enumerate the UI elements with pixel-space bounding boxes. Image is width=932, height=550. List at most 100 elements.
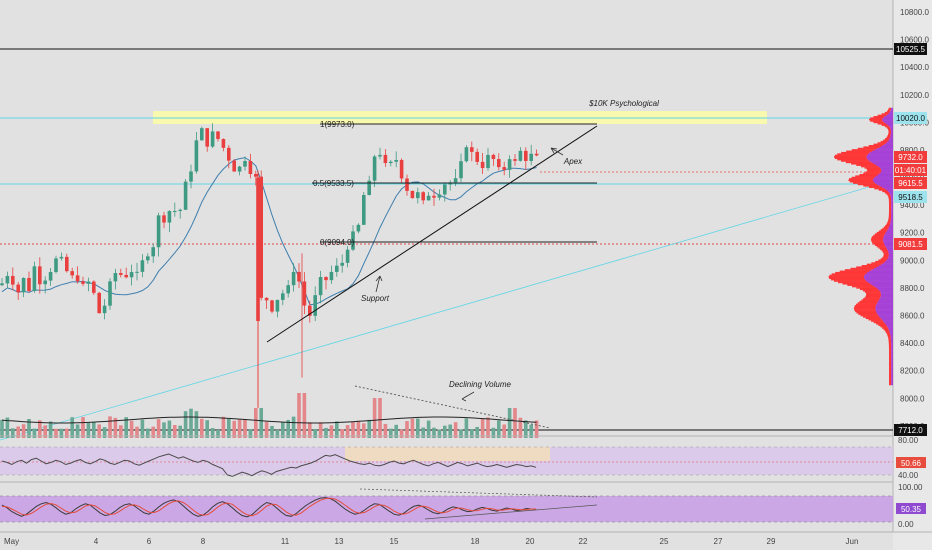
profile-bar-purple bbox=[891, 340, 893, 343]
profile-bar-red bbox=[887, 222, 891, 224]
profile-bar-purple bbox=[889, 125, 893, 128]
profile-bar-purple bbox=[885, 245, 893, 248]
profile-bar-purple bbox=[888, 227, 893, 230]
candle-body bbox=[480, 161, 485, 169]
profile-bar-red bbox=[886, 127, 891, 129]
volume-bar bbox=[534, 420, 539, 438]
profile-bar-red bbox=[883, 253, 889, 256]
candle-body bbox=[81, 281, 85, 284]
profile-bar-red bbox=[880, 248, 888, 251]
time-tick: 15 bbox=[390, 537, 399, 546]
profile-bar-purple bbox=[890, 132, 893, 135]
profile-bar-purple bbox=[883, 241, 893, 244]
profile-bar-purple bbox=[886, 142, 893, 144]
profile-bar-red bbox=[834, 280, 867, 282]
profile-bar-red bbox=[829, 277, 865, 280]
profile-bar-purple bbox=[875, 307, 893, 310]
candle-body bbox=[313, 295, 317, 316]
candle-body bbox=[389, 161, 393, 164]
volume-bar bbox=[318, 422, 323, 438]
volume-bar bbox=[81, 417, 85, 438]
profile-bar-purple bbox=[891, 358, 893, 361]
fib-label-0: 0(9094.0) bbox=[320, 238, 355, 247]
volume-bar bbox=[200, 418, 204, 438]
profile-bar-red bbox=[888, 207, 892, 209]
annotation-support: Support bbox=[361, 294, 390, 303]
candle-body bbox=[237, 166, 242, 172]
candle-body bbox=[475, 151, 479, 162]
profile-bar-red bbox=[888, 129, 891, 132]
candle-body bbox=[32, 266, 37, 292]
volume-bar bbox=[140, 419, 145, 438]
profile-bar-red bbox=[888, 351, 892, 354]
profile-bar-red bbox=[884, 191, 890, 194]
profile-bar-purple bbox=[890, 127, 893, 129]
profile-bar-purple bbox=[891, 198, 893, 201]
time-tick: 4 bbox=[94, 537, 99, 546]
profile-bar-purple bbox=[886, 230, 893, 233]
profile-bar-purple bbox=[880, 295, 893, 297]
profile-bar-red bbox=[884, 111, 890, 114]
profile-bar-red bbox=[841, 160, 870, 162]
profile-bar-red bbox=[889, 382, 892, 384]
profile-bar-red bbox=[878, 189, 887, 191]
profile-bar-red bbox=[888, 215, 892, 217]
time-tick: 20 bbox=[526, 537, 535, 546]
candle-body bbox=[113, 272, 118, 282]
profile-bar-red bbox=[861, 265, 879, 267]
profile-bar-red bbox=[849, 178, 874, 180]
profile-bar-purple bbox=[876, 175, 893, 177]
declining-volume-trendline bbox=[354, 385, 551, 429]
profile-bar-purple bbox=[884, 242, 893, 245]
profile-bar-purple bbox=[881, 318, 893, 321]
candle-body bbox=[54, 258, 58, 273]
volume-bar bbox=[356, 421, 361, 438]
profile-bar-red bbox=[889, 367, 892, 369]
volume-bar bbox=[227, 418, 231, 438]
profile-bar-purple bbox=[867, 153, 893, 155]
profile-bar-red bbox=[884, 125, 890, 128]
profile-bar-purple bbox=[890, 334, 893, 336]
profile-bar-purple bbox=[886, 324, 893, 326]
profile-bar-purple bbox=[876, 164, 893, 166]
profile-bar-purple bbox=[891, 362, 893, 365]
volume-bar bbox=[183, 411, 188, 438]
profile-bar-purple bbox=[874, 176, 893, 179]
rsi-current-label-bg bbox=[896, 457, 926, 468]
candle-body bbox=[5, 275, 10, 284]
candle-body bbox=[92, 281, 96, 293]
profile-bar-red bbox=[850, 267, 874, 270]
annotation-declining-volume: Declining Volume bbox=[449, 380, 512, 389]
profile-bar-red bbox=[886, 136, 891, 139]
profile-bar-purple bbox=[891, 367, 893, 369]
resistance-zone bbox=[153, 111, 767, 124]
profile-bar-purple bbox=[889, 225, 893, 227]
profile-bar-red bbox=[888, 216, 892, 219]
volume-bar bbox=[502, 424, 506, 438]
candle-body bbox=[119, 272, 123, 275]
profile-bar-purple bbox=[891, 215, 893, 217]
profile-bar-red bbox=[877, 114, 887, 117]
stoch-current-label: 50.35 bbox=[901, 505, 922, 514]
profile-bar-purple bbox=[886, 189, 893, 191]
candle-body bbox=[432, 195, 436, 198]
profile-bar-red bbox=[864, 167, 881, 169]
profile-bar-red bbox=[873, 121, 885, 124]
volume-bar bbox=[70, 417, 74, 438]
candle-body bbox=[497, 159, 501, 168]
profile-bar-red bbox=[888, 338, 891, 340]
volume-bar bbox=[437, 429, 442, 438]
volume-bar bbox=[275, 429, 280, 438]
volume-bar bbox=[92, 421, 96, 438]
volume-bar bbox=[464, 418, 469, 438]
profile-bar-purple bbox=[877, 183, 893, 186]
profile-bar-red bbox=[863, 146, 880, 148]
profile-bar-red bbox=[875, 260, 885, 263]
rsi-highlight bbox=[345, 447, 550, 461]
volume-bar bbox=[443, 425, 447, 438]
profile-bar-purple bbox=[889, 138, 893, 140]
volume-bar bbox=[86, 422, 91, 438]
candle-body bbox=[151, 247, 155, 257]
profile-bar-purple bbox=[891, 346, 893, 349]
